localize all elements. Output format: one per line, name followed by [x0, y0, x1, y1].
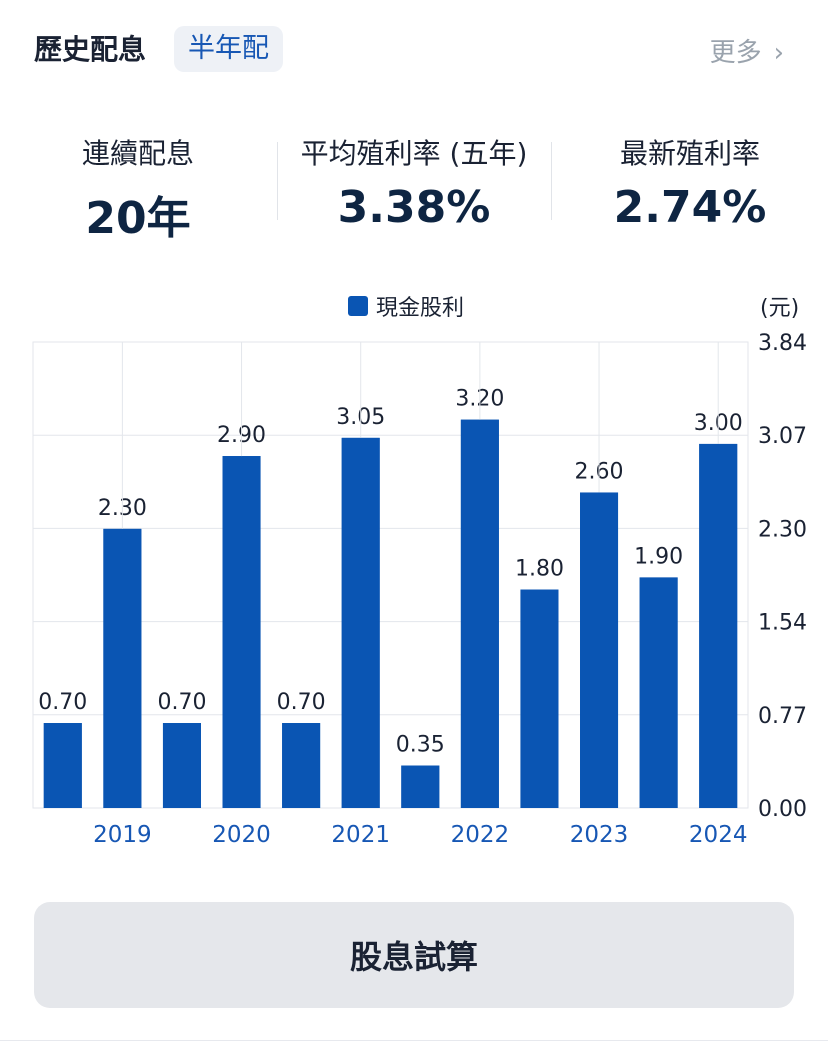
bar: [520, 589, 559, 808]
legend-swatch: [348, 296, 368, 316]
bar: [103, 528, 142, 808]
bar: [401, 765, 440, 808]
section-header: 歷史配息 半年配 更多 ›: [0, 0, 828, 100]
bar: [580, 492, 619, 808]
stat-label: 連續配息: [81, 137, 194, 170]
bar: [282, 723, 321, 808]
x-tick-label: 2024: [689, 822, 748, 848]
stat-divider: [277, 142, 278, 220]
stat-label: 平均殖利率 (五年): [300, 137, 528, 170]
stat-value: 20年: [85, 193, 191, 244]
x-tick-label: 2019: [93, 822, 152, 848]
bar-value-label: 0.70: [38, 690, 87, 715]
section-title: 歷史配息: [34, 33, 147, 66]
frequency-badge: 半年配: [174, 26, 283, 72]
x-tick-label: 2021: [331, 822, 390, 848]
bar: [162, 723, 201, 808]
bar-value-label: 1.90: [634, 544, 683, 569]
stat-value: 3.38%: [337, 182, 491, 233]
bar: [341, 437, 380, 808]
y-tick-label: 1.54: [758, 611, 807, 636]
stat-divider: [551, 142, 552, 220]
chart-legend: 現金股利: [348, 290, 464, 322]
y-tick-label: 0.00: [758, 797, 807, 822]
stat-label: 最新殖利率: [619, 137, 760, 170]
y-tick-label: 0.77: [758, 704, 807, 729]
bar-value-label: 0.70: [277, 690, 326, 715]
bar: [460, 419, 499, 808]
x-tick-label: 2023: [570, 822, 629, 848]
legend-label: 現金股利: [376, 296, 465, 321]
stat-latest-yield: 最新殖利率 2.74%: [580, 132, 800, 233]
chevron-right-icon: ›: [773, 38, 784, 68]
bar: [639, 577, 678, 808]
bar: [699, 443, 738, 808]
y-tick-label: 2.30: [758, 517, 807, 542]
dividend-bar-chart: 3.843.072.301.540.770.000.702.300.702.90…: [32, 331, 807, 848]
dividend-stats: 連續配息 20年 平均殖利率 (五年) 3.38% 最新殖利率 2.74%: [0, 120, 828, 244]
more-link[interactable]: 更多 ›: [710, 32, 784, 69]
bar-value-label: 1.80: [515, 557, 564, 582]
y-tick-label: 3.07: [758, 424, 807, 449]
y-tick-label: 3.84: [758, 331, 807, 356]
stat-consecutive: 連續配息 20年: [40, 132, 236, 246]
more-label: 更多: [709, 38, 762, 68]
bar: [222, 456, 261, 808]
dividend-calculator-button[interactable]: 股息試算: [34, 902, 794, 1008]
bottom-divider: [0, 1040, 828, 1041]
bar: [43, 723, 82, 808]
bar-value-label: 0.35: [396, 733, 445, 758]
x-tick-label: 2022: [451, 822, 510, 848]
bar-value-label: 0.70: [157, 690, 206, 715]
y-axis-unit: (元): [760, 296, 800, 321]
stat-avg-yield: 平均殖利率 (五年) 3.38%: [284, 132, 544, 233]
plot-area: [32, 341, 749, 809]
x-tick-label: 2020: [212, 822, 271, 848]
stat-value: 2.74%: [613, 182, 767, 233]
